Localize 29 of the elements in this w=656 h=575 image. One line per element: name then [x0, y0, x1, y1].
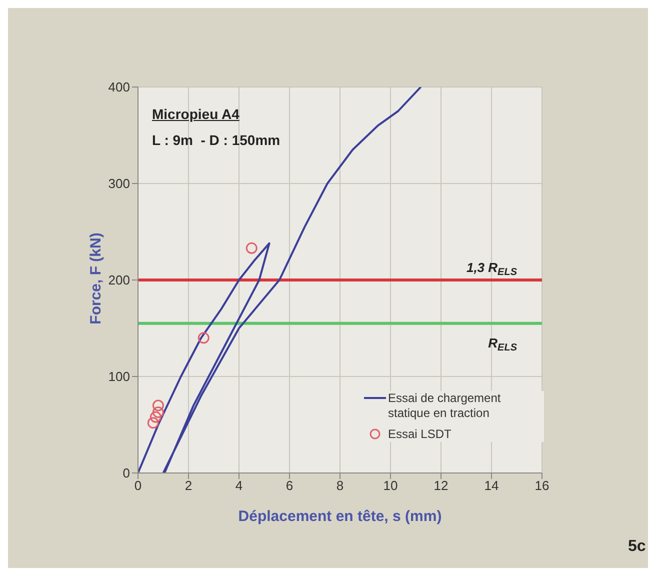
legend-label: Essai de chargement statique en traction: [388, 391, 502, 421]
x-tick-label: 6: [286, 478, 294, 494]
point: [246, 242, 258, 254]
point: [152, 406, 164, 418]
ref-line-label: 1,3 R$_{ELS}$: [466, 260, 518, 278]
x-tick-label: 0: [134, 478, 142, 494]
x-tick-label: 4: [235, 478, 243, 494]
ref-line-label: R$_{ELS}$: [488, 335, 518, 354]
y-axis-title: Force, F (kN): [88, 232, 104, 326]
y-tick-label: 200: [108, 272, 130, 288]
x-axis-title: Déplacement en tête, s (mm): [237, 508, 443, 525]
y-tick-label: 300: [108, 176, 130, 192]
legend-label: Essai LSDT: [388, 427, 452, 442]
y-tick-label: 100: [108, 369, 130, 384]
point: [198, 332, 210, 344]
x-tick-label: 10: [383, 478, 398, 494]
point: [152, 400, 164, 412]
text: 5c: [628, 538, 646, 556]
annotation: Micropieu A4: [152, 106, 240, 122]
point: [147, 417, 159, 429]
x-tick-label: 12: [434, 478, 448, 494]
y-tick-label: 400: [108, 80, 130, 95]
x-tick-label: 16: [534, 478, 550, 494]
y-tick-label: 0: [122, 466, 130, 481]
x-tick-label: 2: [184, 478, 192, 494]
x-tick-label: 14: [484, 478, 499, 494]
point: [150, 411, 162, 423]
x-tick-label: 8: [336, 478, 344, 494]
annotation: L : 9m - D : 150mm: [152, 132, 280, 148]
